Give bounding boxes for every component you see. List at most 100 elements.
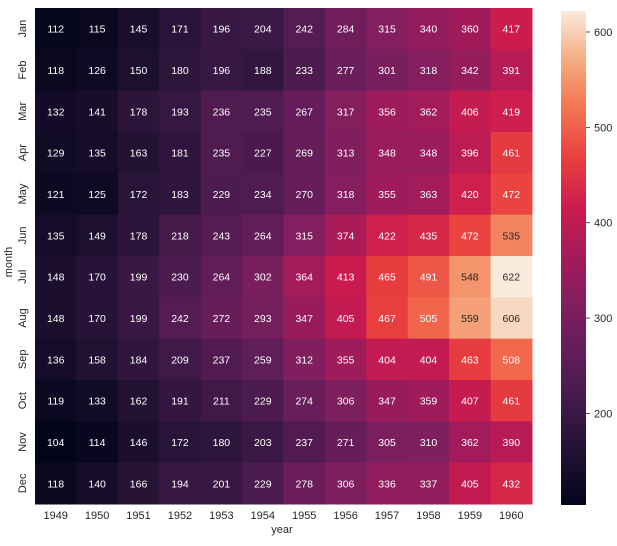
cell-value-label: 406 (461, 106, 479, 118)
cell-value-label: 305 (378, 437, 396, 449)
heatmap-cell (324, 462, 367, 505)
heatmap-cell (242, 462, 284, 505)
cell-value-label: 184 (130, 354, 148, 366)
heatmap-cell (242, 380, 284, 422)
x-tick-label: 1951 (126, 510, 150, 522)
cell-value-label: 170 (88, 272, 106, 284)
heatmap-cell (76, 380, 119, 422)
cell-value-label: 235 (213, 148, 231, 160)
y-tick-label: Jan (17, 20, 29, 38)
cell-value-label: 364 (295, 272, 313, 284)
heatmap-cell (449, 380, 492, 422)
cell-value-label: 463 (461, 354, 479, 366)
cell-value-label: 622 (503, 272, 521, 284)
cell-value-label: 312 (295, 354, 313, 366)
cell-value-label: 461 (503, 396, 521, 408)
heatmap-cell (117, 173, 160, 216)
heatmap-cell (159, 380, 202, 422)
heatmap-cell (117, 132, 160, 174)
cell-value-label: 267 (295, 106, 313, 118)
cell-value-label: 606 (503, 313, 521, 325)
cell-value-label: 362 (420, 106, 438, 118)
y-tick-label: May (17, 183, 29, 204)
heatmap-cell (449, 297, 492, 340)
cell-value-label: 148 (47, 313, 65, 325)
cell-value-label: 135 (88, 148, 106, 160)
cell-value-label: 293 (254, 313, 272, 325)
colorbar: 200 300 400 500 600 (561, 11, 612, 505)
cell-value-label: 432 (503, 478, 521, 490)
heatmap-cell (283, 338, 326, 381)
cell-value-label: 404 (378, 354, 396, 366)
x-tick-label: 1956 (333, 510, 357, 522)
heatmap-cell (366, 462, 409, 505)
heatmap-cell (117, 380, 160, 422)
cell-value-label: 172 (171, 437, 189, 449)
cell-value-label: 188 (254, 65, 272, 77)
cell-value-label: 435 (420, 230, 438, 242)
heatmap-cell (366, 173, 409, 216)
cell-value-label: 136 (47, 354, 65, 366)
cell-value-label: 118 (47, 478, 64, 490)
cell-value-label: 229 (254, 478, 272, 490)
heatmap-cell (283, 297, 326, 340)
cell-value-label: 559 (461, 313, 479, 325)
cell-value-label: 391 (503, 65, 521, 77)
heatmap-cell (200, 380, 243, 422)
heatmap-cell (200, 256, 243, 298)
cell-value-label: 243 (213, 230, 231, 242)
heatmap-cell (35, 90, 77, 133)
heatmap-cell (283, 256, 326, 298)
heatmap-cell (407, 132, 450, 174)
y-tick-label: Aug (17, 308, 29, 328)
heatmap-cell (407, 90, 450, 133)
heatmap-cell (76, 90, 119, 133)
heatmap-cell (366, 8, 409, 50)
cell-value-label: 318 (337, 189, 355, 201)
y-tick-label: Dec (17, 473, 29, 493)
heatmap-cell (242, 297, 284, 340)
cell-value-label: 170 (88, 313, 106, 325)
heatmap-cell (490, 49, 533, 92)
y-tick-label: Jul (17, 270, 29, 284)
cell-value-label: 242 (295, 24, 313, 36)
heatmap-cell (324, 297, 367, 340)
heatmap-cells: 112 115 145 171 196 204 242 284 315 340 360 417 118 1… (35, 8, 533, 505)
y-tick-label: Jun (17, 226, 29, 244)
heatmap-cell (324, 256, 367, 298)
heatmap-cell (366, 297, 409, 340)
cell-value-label: 196 (213, 65, 231, 77)
heatmap-cell (76, 132, 119, 174)
colorbar-tick-label: 400 (594, 218, 612, 230)
x-tick-label: 1955 (292, 510, 316, 522)
heatmap-cell (407, 380, 450, 422)
heatmap-cell (407, 421, 450, 464)
cell-value-label: 129 (47, 148, 65, 160)
heatmap-cell (200, 421, 243, 464)
cell-value-label: 313 (337, 148, 355, 160)
cell-value-label: 178 (130, 106, 148, 118)
heatmap-cell (449, 90, 492, 133)
cell-value-label: 404 (420, 354, 438, 366)
heatmap-cell (324, 380, 367, 422)
heatmap-cell (407, 297, 450, 340)
heatmap-cell (366, 380, 409, 422)
cell-value-label: 259 (254, 354, 272, 366)
heatmap-cell (117, 256, 160, 298)
heatmap-cell (159, 132, 202, 174)
heatmap-cell (490, 132, 533, 174)
x-tick-label: 1950 (85, 510, 109, 522)
cell-value-label: 229 (254, 396, 272, 408)
heatmap-cell (200, 8, 243, 50)
cell-value-label: 135 (47, 230, 65, 242)
cell-value-label: 315 (295, 230, 313, 242)
cell-value-label: 348 (378, 148, 396, 160)
cell-value-label: 374 (337, 230, 355, 242)
cell-value-label: 211 (213, 396, 230, 408)
cell-value-label: 126 (88, 65, 106, 77)
cell-value-label: 218 (171, 230, 189, 242)
heatmap-cell (449, 421, 492, 464)
heatmap-cell (407, 256, 450, 298)
heatmap-cell (159, 90, 202, 133)
